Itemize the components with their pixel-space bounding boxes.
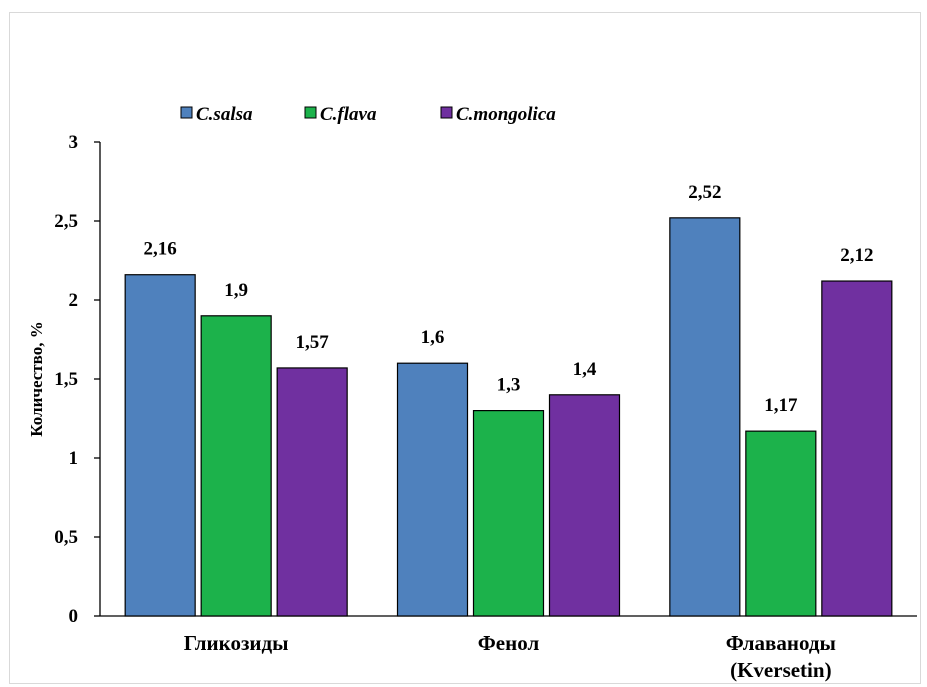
- legend-label: C.flava: [320, 104, 377, 125]
- y-axis-title: Количество, %: [27, 321, 46, 436]
- legend-label: C.mongolica: [456, 104, 556, 125]
- y-tick-label: 1: [69, 448, 79, 469]
- bar: [276, 367, 348, 617]
- data-label: 1,9: [224, 280, 248, 301]
- bars: [124, 217, 893, 617]
- bar: [472, 410, 545, 617]
- category-label: Фенол: [478, 631, 540, 655]
- bar: [821, 280, 893, 617]
- bar: [396, 362, 469, 617]
- data-label: 1,17: [764, 395, 798, 416]
- data-labels: 2,16 1,9 1,57 1,6 1,3 1,4 2,52 1,17 2,12: [144, 182, 874, 416]
- data-label: 2,52: [688, 182, 721, 203]
- data-label: 2,16: [144, 239, 177, 260]
- data-label: 2,12: [840, 245, 873, 266]
- data-label: 1,3: [497, 375, 521, 396]
- legend-swatch: [180, 106, 193, 119]
- category-labels: Гликозиды Фенол Флаваноды (Kversetin): [184, 631, 836, 682]
- bar: [745, 430, 817, 617]
- legend-swatch: [304, 106, 317, 119]
- data-label: 1,57: [296, 332, 330, 353]
- y-tick-label: 1,5: [54, 369, 78, 390]
- bar: [548, 394, 621, 617]
- legend-swatch: [440, 106, 453, 119]
- y-tick-label: 3: [69, 132, 79, 153]
- y-tick-label: 2: [69, 290, 79, 311]
- legend-label: C.salsa: [196, 104, 253, 125]
- y-tick-label: 0: [69, 606, 79, 627]
- bar: [200, 315, 272, 617]
- legend: C.salsa C.flava C.mongolica: [180, 104, 556, 125]
- bar: [124, 274, 196, 617]
- y-tick-label: 2,5: [54, 211, 78, 232]
- y-tick-label: 0,5: [54, 527, 78, 548]
- data-label: 1,6: [421, 327, 445, 348]
- bar: [669, 217, 741, 617]
- data-label: 1,4: [573, 359, 597, 380]
- category-label: Флаваноды (Kversetin): [726, 631, 836, 682]
- category-label: Гликозиды: [184, 631, 289, 655]
